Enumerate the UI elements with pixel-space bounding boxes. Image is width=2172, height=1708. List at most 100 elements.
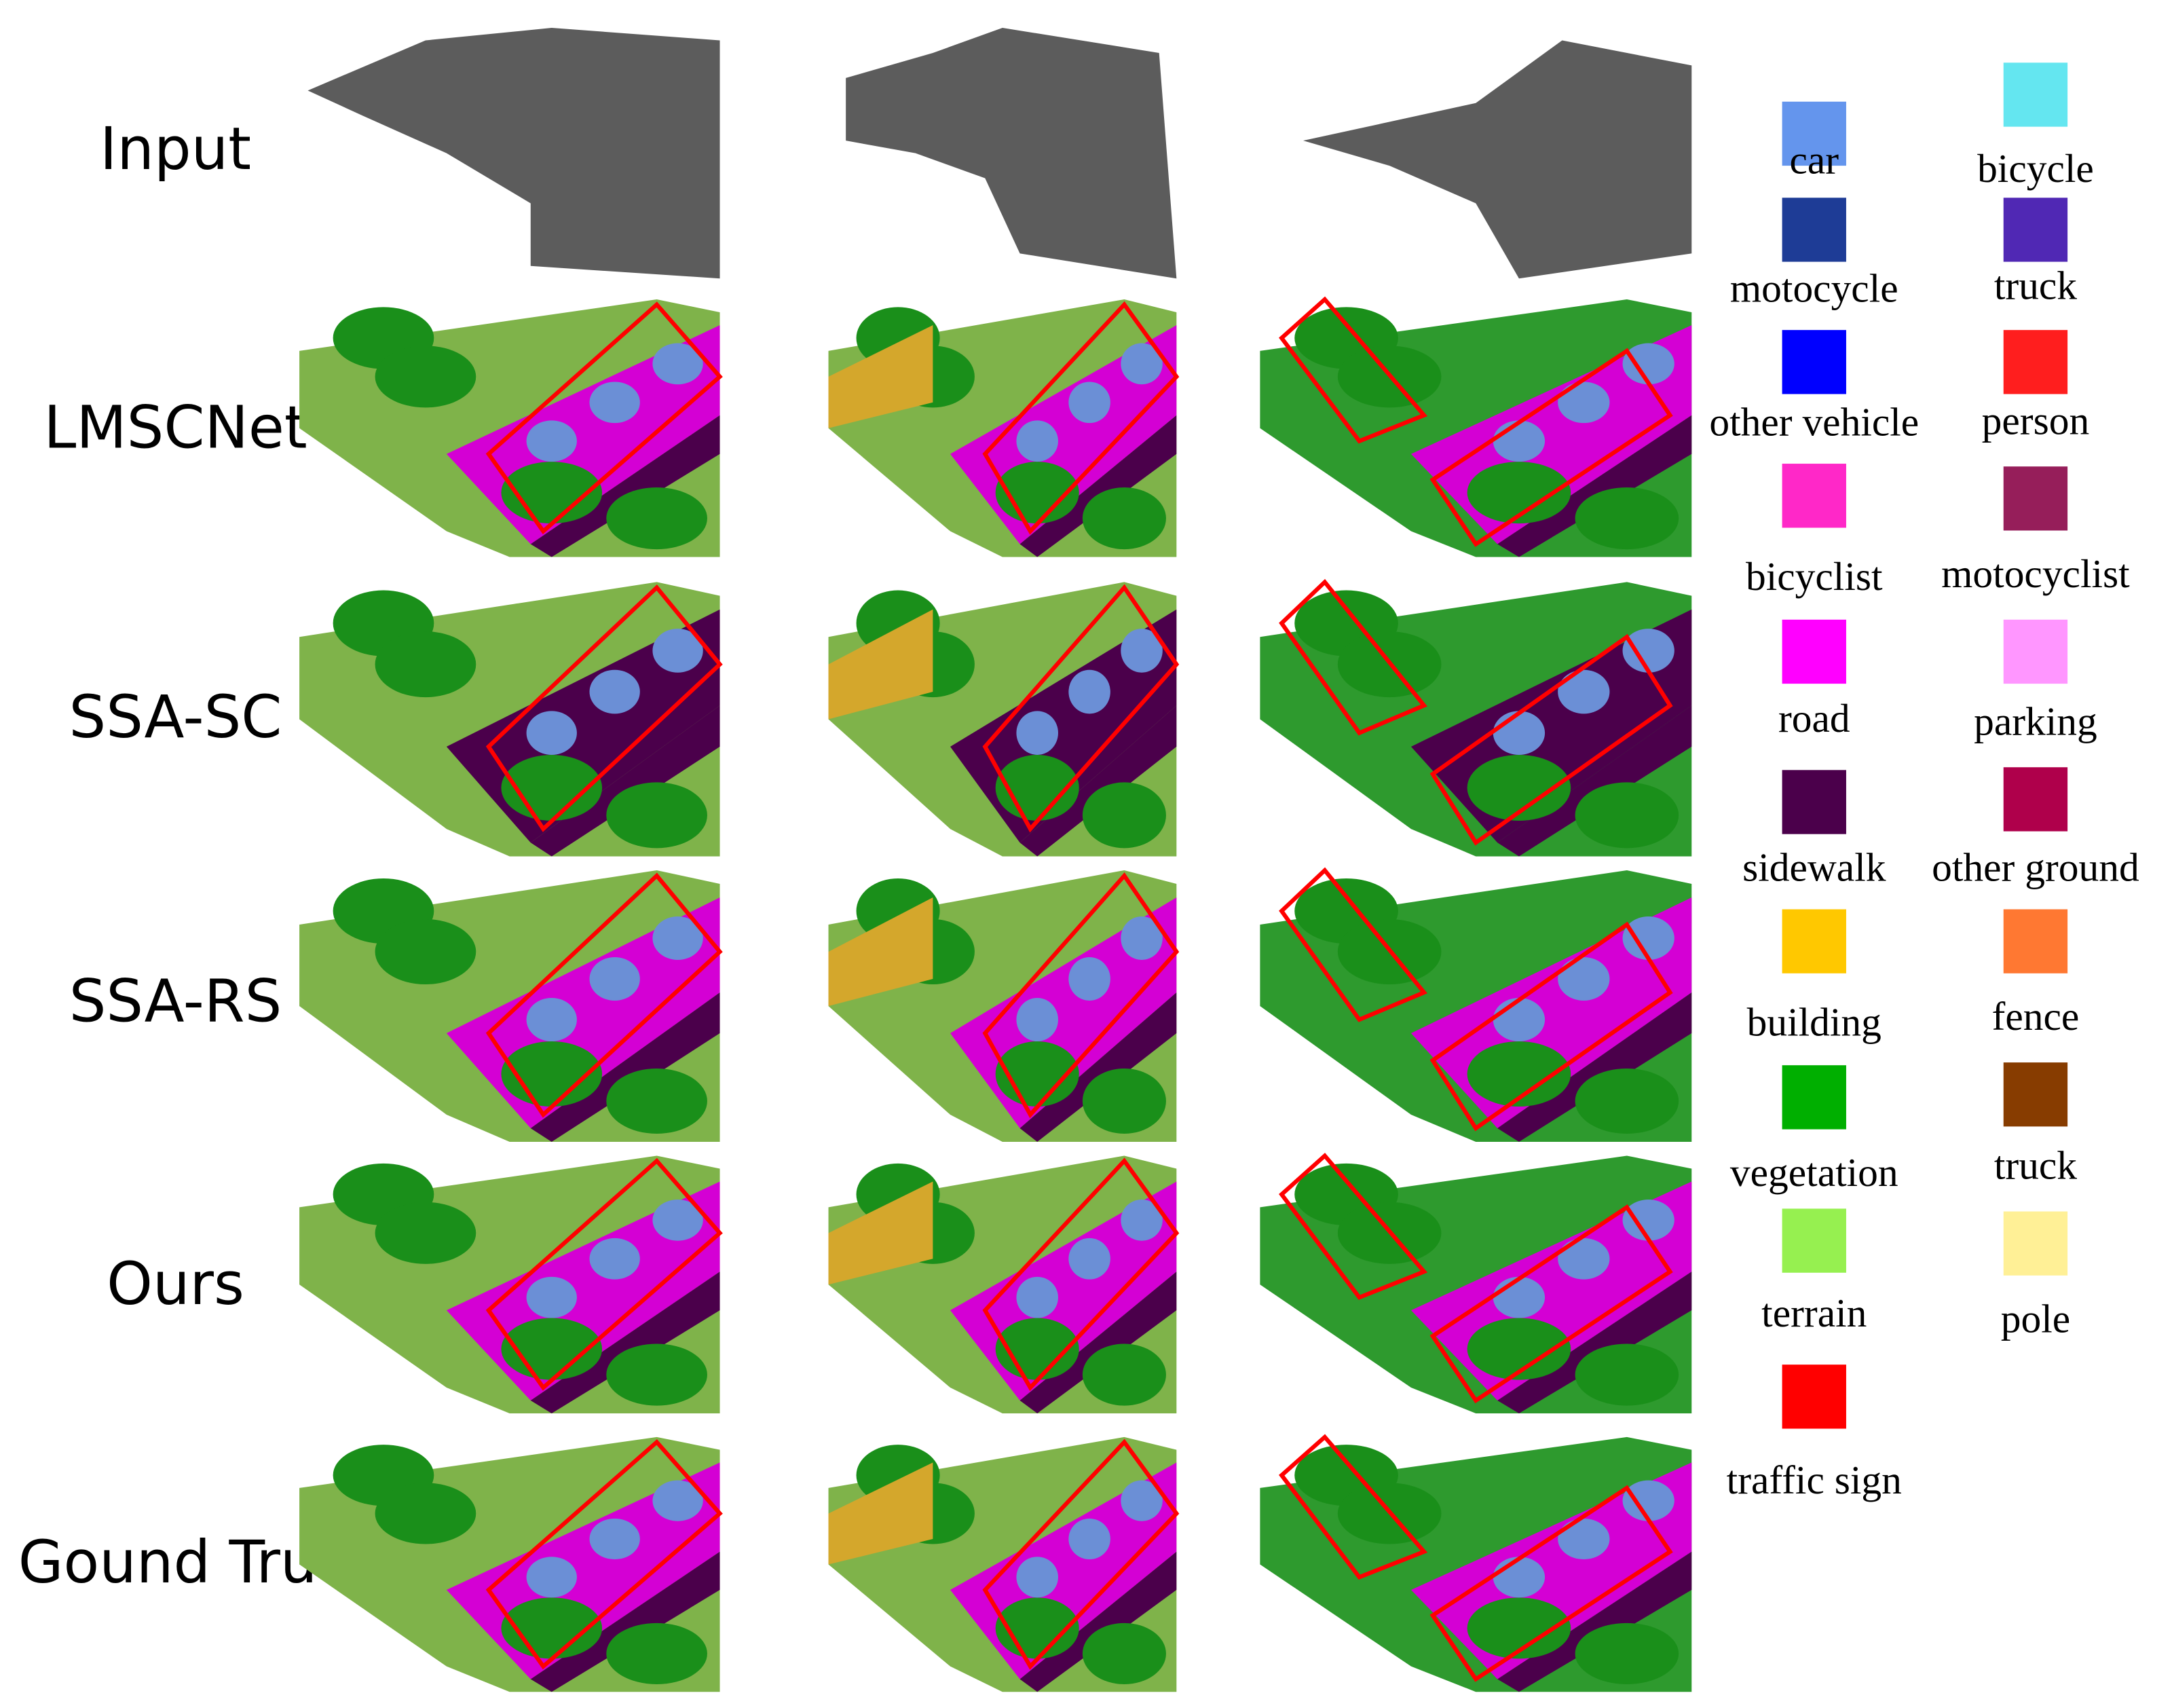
legend-label: car xyxy=(1789,138,1839,183)
vegetation xyxy=(1467,462,1571,524)
legend-label: truck xyxy=(1994,263,2077,308)
building xyxy=(828,1462,933,1565)
car xyxy=(1622,1480,1674,1521)
car xyxy=(589,382,640,424)
sidewalk xyxy=(1019,992,1177,1142)
highlight-box xyxy=(1429,633,1673,846)
legend-swatch xyxy=(2003,767,2068,832)
vegetation xyxy=(1467,1041,1571,1107)
car xyxy=(1068,1518,1110,1560)
vegetation xyxy=(375,631,476,698)
scene-panel xyxy=(828,582,1180,857)
car xyxy=(1558,1238,1610,1280)
highlight-box xyxy=(982,872,1180,1119)
highlight-box xyxy=(485,584,723,832)
car xyxy=(526,711,577,755)
car xyxy=(589,669,640,714)
scene-panel xyxy=(1303,40,1692,279)
scene-panel xyxy=(299,1436,723,1692)
car xyxy=(1493,1276,1546,1318)
car xyxy=(1121,343,1163,385)
scene-panel xyxy=(828,299,1180,557)
car xyxy=(526,997,577,1041)
vegetation xyxy=(375,1483,476,1544)
highlight-box xyxy=(1429,1204,1673,1404)
scene-panel xyxy=(299,582,723,857)
car xyxy=(652,1480,703,1521)
car xyxy=(1016,997,1058,1041)
legend-swatch xyxy=(1782,619,1846,684)
sidewalk xyxy=(1019,705,1177,857)
point-cloud xyxy=(846,28,1177,279)
scene-panel xyxy=(307,28,720,279)
vegetation xyxy=(1082,1622,1166,1684)
vegetation xyxy=(375,918,476,984)
row-label: Input xyxy=(100,115,251,183)
legend-label: sidewalk xyxy=(1742,845,1886,890)
row-label: SSA-SC xyxy=(69,684,282,751)
legend-label: other ground xyxy=(1932,845,2139,890)
sidewalk xyxy=(530,705,720,857)
vegetation xyxy=(375,346,476,408)
car xyxy=(1121,629,1163,673)
scene-panel xyxy=(1260,1434,1692,1692)
highlight-box xyxy=(1279,1434,1428,1580)
car xyxy=(652,343,703,385)
car xyxy=(1068,1238,1110,1280)
vegetation xyxy=(1082,1343,1166,1406)
legend-label: bicycle xyxy=(1977,146,2094,191)
point-cloud xyxy=(307,28,720,279)
highlight-box xyxy=(982,301,1180,535)
legend-label: other vehicle xyxy=(1709,399,1919,444)
highlight-box xyxy=(982,584,1180,833)
vegetation xyxy=(606,782,707,849)
highlight-box xyxy=(1279,296,1428,444)
legend-label: motocyclist xyxy=(1941,551,2130,596)
car xyxy=(1068,382,1110,424)
sidewalk xyxy=(530,415,720,557)
car xyxy=(1622,916,1674,960)
vegetation xyxy=(1575,1343,1679,1406)
row-label: SSA-RS xyxy=(69,967,282,1035)
highlight-box xyxy=(485,1439,723,1670)
legend-label: fence xyxy=(1992,994,2080,1039)
legend-swatch xyxy=(1782,1208,1846,1273)
scene-panel xyxy=(1260,296,1692,557)
car xyxy=(1493,711,1546,755)
building xyxy=(828,324,933,428)
scene-panel xyxy=(1260,1153,1692,1413)
highlight-box xyxy=(982,1438,1180,1670)
car xyxy=(1068,669,1110,714)
legend-label: traffic sign xyxy=(1727,1458,1902,1502)
car xyxy=(1016,1557,1058,1598)
scene-panel xyxy=(828,870,1180,1142)
car xyxy=(1493,420,1546,462)
car xyxy=(589,1238,640,1280)
vegetation xyxy=(1575,782,1679,849)
legend-swatch xyxy=(1782,1364,1846,1429)
legend-swatch xyxy=(2003,619,2068,684)
scene-panel xyxy=(846,28,1177,279)
legend-swatch xyxy=(2003,62,2068,127)
vegetation xyxy=(606,1622,707,1684)
car xyxy=(1558,1518,1610,1560)
row-label: LMSCNet xyxy=(43,394,307,462)
scene-panel xyxy=(299,299,723,557)
car xyxy=(1016,711,1058,755)
legend-swatch xyxy=(1782,770,1846,834)
car xyxy=(652,1200,703,1241)
legend-swatch xyxy=(1782,909,1846,973)
sidewalk xyxy=(530,992,720,1142)
vegetation xyxy=(606,1343,707,1406)
car xyxy=(1121,916,1163,960)
legend-swatch xyxy=(1782,464,1846,528)
car xyxy=(1622,629,1674,673)
highlight-box xyxy=(1279,1153,1428,1300)
car xyxy=(1016,420,1058,462)
vegetation xyxy=(606,1068,707,1134)
legend-label: motocycle xyxy=(1730,265,1898,310)
scene-panel xyxy=(1260,867,1692,1142)
car xyxy=(526,1276,577,1318)
legend-swatch xyxy=(2003,909,2068,973)
scene-panel xyxy=(1260,578,1692,857)
